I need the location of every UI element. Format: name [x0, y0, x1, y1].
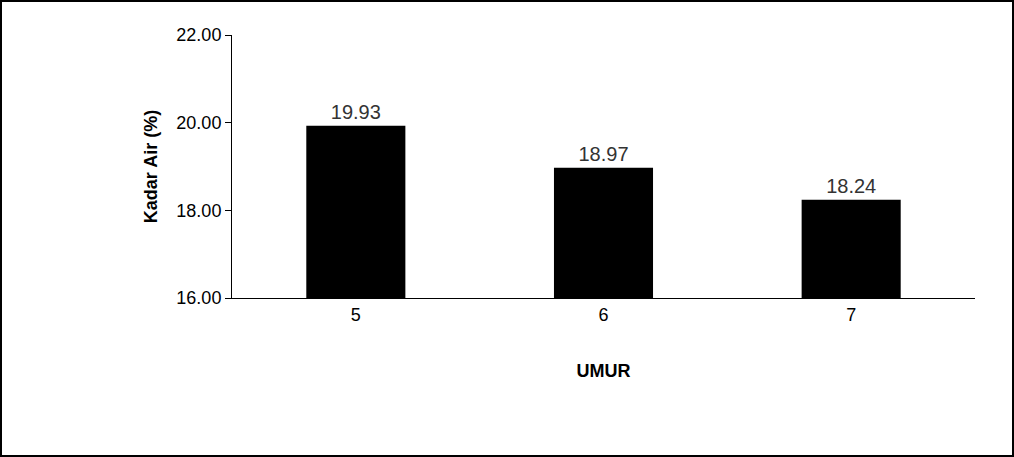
svg-text:7: 7 — [846, 305, 856, 325]
svg-text:UMUR: UMUR — [577, 361, 631, 381]
svg-text:18.00: 18.00 — [176, 201, 221, 221]
svg-text:6: 6 — [598, 305, 608, 325]
svg-text:5: 5 — [351, 305, 361, 325]
svg-text:Kadar Air (%): Kadar Air (%) — [141, 110, 161, 223]
svg-text:22.00: 22.00 — [176, 25, 221, 45]
svg-text:19.93: 19.93 — [331, 101, 381, 123]
svg-text:18.97: 18.97 — [578, 143, 628, 165]
svg-text:18.24: 18.24 — [826, 175, 876, 197]
svg-text:20.00: 20.00 — [176, 113, 221, 133]
svg-text:16.00: 16.00 — [176, 288, 221, 308]
